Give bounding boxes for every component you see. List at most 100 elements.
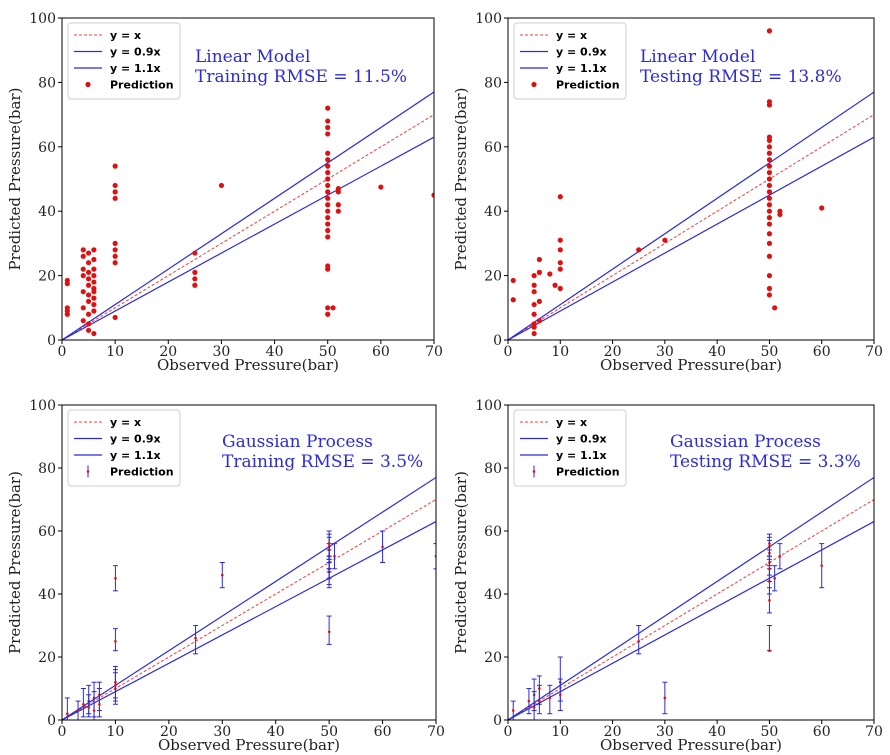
data-point <box>325 124 331 131</box>
data-point <box>325 157 331 163</box>
y-tick-label: 40 <box>484 587 502 603</box>
legend-label: y = 1.1x <box>110 449 161 462</box>
line-y-equals-x <box>62 499 436 720</box>
data-point <box>766 176 773 182</box>
data-point <box>327 630 331 634</box>
x-tick-label: 20 <box>604 724 622 740</box>
data-point <box>325 305 331 311</box>
data-point <box>91 330 97 337</box>
data-point <box>662 237 668 243</box>
data-point <box>531 301 537 308</box>
annotation-text: Gaussian Process <box>670 432 821 452</box>
annotation-text: Training RMSE = 3.5% <box>222 452 423 472</box>
line-y-equals-x <box>62 114 434 340</box>
x-tick-label: 30 <box>213 724 231 740</box>
y-tick-label: 0 <box>493 713 502 729</box>
data-point <box>766 221 773 227</box>
data-point <box>333 554 336 558</box>
data-point <box>510 277 516 284</box>
line-y-0.9x <box>508 521 874 720</box>
data-point <box>325 263 331 269</box>
data-point <box>220 573 224 577</box>
data-point <box>510 297 516 303</box>
y-axis-label: Predicted Pressure(bar) <box>452 471 470 654</box>
data-point <box>91 247 97 253</box>
legend-label: y = 0.9x <box>110 46 161 59</box>
y-tick-label: 80 <box>38 75 56 91</box>
line-y-equals-x <box>508 114 874 340</box>
x-tick-label: 40 <box>708 344 726 360</box>
data-point <box>766 134 773 140</box>
x-tick-label: 40 <box>267 724 285 740</box>
data-point <box>773 576 776 580</box>
data-point <box>80 273 86 279</box>
x-tick-label: 10 <box>551 344 569 360</box>
data-point <box>82 702 85 706</box>
line-y-0.9x <box>508 136 874 340</box>
data-point <box>91 279 97 285</box>
x-tick-label: 40 <box>266 344 284 360</box>
data-point <box>218 182 225 189</box>
data-point <box>91 295 97 301</box>
data-point <box>112 163 118 169</box>
annotation-text: Linear Model <box>195 47 310 67</box>
line-y-1.1x <box>508 91 874 340</box>
x-tick-label: 0 <box>58 724 67 740</box>
data-point <box>378 184 384 190</box>
data-point <box>766 189 773 195</box>
x-tick-label: 60 <box>374 724 392 740</box>
data-point <box>663 696 667 700</box>
data-point <box>557 247 563 253</box>
legend-label: Prediction <box>110 466 174 479</box>
data-point <box>192 282 198 288</box>
axes-frame <box>507 17 875 341</box>
line-y-equals-x <box>508 499 874 720</box>
data-point <box>80 253 86 259</box>
annotation-text: Linear Model <box>640 47 755 67</box>
y-tick-label: 60 <box>38 140 56 156</box>
y-tick-label: 40 <box>38 587 56 603</box>
data-point <box>766 144 773 150</box>
data-point <box>557 194 563 200</box>
data-point <box>85 276 92 282</box>
data-point <box>527 699 531 703</box>
data-point <box>325 215 331 221</box>
data-point <box>80 266 86 272</box>
reference-lines <box>508 91 874 340</box>
data-point <box>325 208 331 214</box>
reference-lines <box>62 91 434 340</box>
x-tick-label: 50 <box>761 724 779 740</box>
y-tick-label: 0 <box>47 713 56 729</box>
data-point <box>112 182 118 189</box>
x-tick-label: 70 <box>865 344 883 360</box>
data-point <box>64 305 70 311</box>
y-tick-label: 60 <box>484 140 502 156</box>
data-point <box>766 182 773 189</box>
x-tick-label: 70 <box>425 344 443 360</box>
reference-lines <box>62 476 436 720</box>
y-tick-label: 40 <box>484 204 502 220</box>
x-tick-label: 30 <box>656 724 674 740</box>
data-point <box>768 542 771 545</box>
prediction-points <box>510 28 825 337</box>
legend: y = x y = 0.9x y = 1.1x Prediction <box>513 22 627 100</box>
data-point <box>820 564 824 567</box>
gp-testing-panel: 0 10 20 30 40 50 60 70 0 20 40 60 80 100 Observed Pres… <box>452 398 883 754</box>
x-tick-label: 20 <box>160 724 178 740</box>
data-point <box>98 702 101 706</box>
x-tick-label: 50 <box>319 344 337 360</box>
x-tick-label: 50 <box>320 724 338 740</box>
reference-lines <box>508 476 874 720</box>
data-point <box>536 256 542 263</box>
annotation-text: Gaussian Process <box>222 432 373 452</box>
y-tick-label: 80 <box>38 461 56 477</box>
data-point <box>558 693 562 697</box>
legend-swatch-point <box>531 81 537 88</box>
data-point <box>511 709 515 712</box>
data-point <box>325 105 331 111</box>
data-point <box>91 285 97 292</box>
y-tick-label: 80 <box>484 75 502 91</box>
data-point <box>766 169 773 176</box>
data-point <box>192 276 198 282</box>
